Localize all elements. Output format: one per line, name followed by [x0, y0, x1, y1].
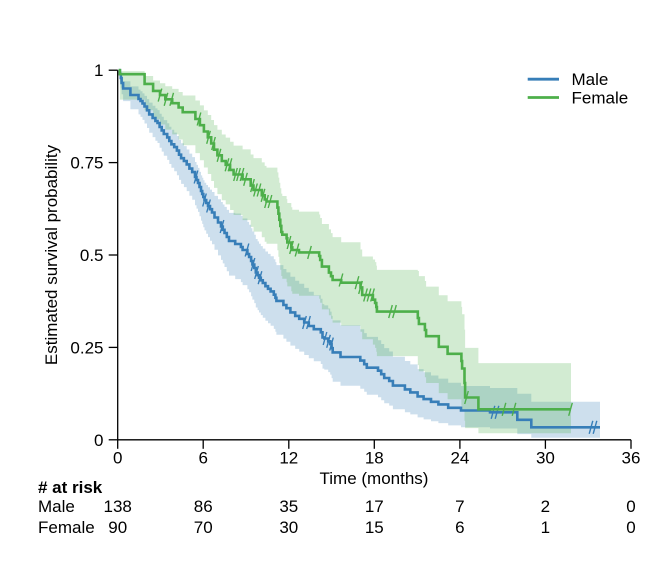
svg-text:6: 6	[198, 449, 207, 468]
svg-text:138: 138	[104, 497, 132, 516]
svg-text:6: 6	[455, 518, 464, 537]
svg-text:90: 90	[108, 518, 127, 537]
svg-text:0: 0	[113, 449, 122, 468]
svg-text:# at risk: # at risk	[38, 478, 103, 497]
svg-text:0.5: 0.5	[80, 246, 104, 265]
svg-text:0.25: 0.25	[70, 338, 103, 357]
svg-text:30: 30	[536, 449, 555, 468]
svg-text:12: 12	[279, 449, 298, 468]
svg-text:36: 36	[622, 449, 641, 468]
svg-text:1: 1	[541, 518, 550, 537]
svg-text:24: 24	[450, 449, 469, 468]
svg-text:18: 18	[365, 449, 384, 468]
svg-text:Estimated survival probability: Estimated survival probability	[42, 144, 61, 365]
svg-text:1: 1	[94, 61, 103, 80]
svg-text:15: 15	[365, 518, 384, 537]
svg-text:0: 0	[626, 518, 635, 537]
svg-text:Female: Female	[38, 518, 95, 537]
svg-text:30: 30	[279, 518, 298, 537]
svg-text:7: 7	[455, 497, 464, 516]
svg-text:0: 0	[94, 431, 103, 450]
svg-text:Male: Male	[38, 497, 75, 516]
svg-text:17: 17	[365, 497, 384, 516]
svg-text:35: 35	[279, 497, 298, 516]
svg-text:Female: Female	[572, 89, 629, 108]
svg-text:70: 70	[194, 518, 213, 537]
svg-text:Male: Male	[572, 70, 609, 89]
svg-text:2: 2	[541, 497, 550, 516]
svg-text:0: 0	[626, 497, 635, 516]
svg-text:Time (months): Time (months)	[320, 469, 429, 488]
svg-text:86: 86	[194, 497, 213, 516]
svg-text:0.75: 0.75	[70, 154, 103, 173]
